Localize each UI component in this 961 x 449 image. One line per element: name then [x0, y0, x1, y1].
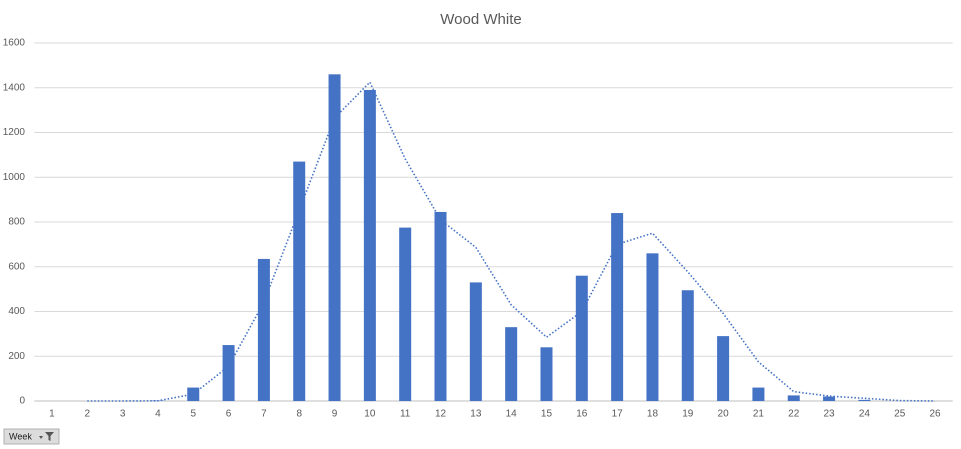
field-button-label[interactable]: Week: [9, 431, 32, 441]
x-tick-label: 14: [506, 409, 518, 420]
x-tick-label: 22: [788, 409, 800, 420]
x-tick-label: 9: [332, 409, 338, 420]
x-tick-label: 13: [470, 409, 482, 420]
x-tick-label: 3: [120, 409, 126, 420]
bar: [858, 399, 871, 401]
bar: [505, 327, 518, 401]
x-tick-label: 19: [682, 409, 694, 420]
bar: [823, 396, 836, 401]
y-tick-label: 200: [8, 351, 25, 362]
y-tick-label: 1000: [3, 172, 26, 183]
x-tick-label: 12: [435, 409, 447, 420]
x-tick-label: 21: [753, 409, 765, 420]
x-tick-label: 6: [226, 409, 232, 420]
y-tick-label: 1400: [3, 82, 26, 93]
bar: [222, 345, 235, 401]
x-tick-label: 16: [576, 409, 588, 420]
field-button[interactable]: Week: [3, 428, 60, 445]
bar: [540, 347, 553, 401]
y-tick-label: 1600: [3, 38, 26, 49]
x-tick-label: 26: [929, 409, 941, 420]
filter-icon[interactable]: [39, 432, 54, 441]
bar: [681, 290, 694, 401]
y-tick-label: 600: [8, 261, 25, 272]
x-tick-label: 1: [49, 409, 55, 420]
y-tick-label: 0: [19, 396, 25, 407]
x-tick-label: 2: [85, 409, 91, 420]
x-tick-label: 8: [296, 409, 302, 420]
x-tick-label: 15: [541, 409, 553, 420]
bar: [363, 89, 376, 402]
bar: [646, 253, 659, 401]
x-tick-label: 23: [824, 409, 836, 420]
bar: [187, 387, 200, 401]
x-tick-label: 24: [859, 409, 871, 420]
bar: [752, 387, 765, 401]
bar: [434, 211, 447, 401]
x-tick-label: 4: [155, 409, 161, 420]
x-tick-label: 7: [261, 409, 267, 420]
field-button-box[interactable]: [3, 428, 60, 445]
x-tick-label: 5: [190, 409, 196, 420]
x-tick-label: 17: [612, 409, 624, 420]
x-tick-label: 11: [400, 409, 411, 420]
x-tick-label: 18: [647, 409, 659, 420]
x-tick-label: 25: [894, 409, 906, 420]
bar: [575, 275, 588, 401]
bar: [328, 74, 341, 401]
bar: [293, 161, 306, 401]
bar: [611, 213, 624, 401]
y-tick-label: 400: [8, 306, 25, 317]
bar: [787, 395, 800, 401]
bar: [469, 282, 482, 401]
trendline: [87, 80, 936, 402]
x-tick-label: 20: [718, 409, 730, 420]
bar: [257, 258, 270, 401]
y-tick-label: 1200: [3, 127, 26, 138]
bar: [717, 336, 730, 401]
chart-title: Wood White: [440, 11, 521, 28]
bar: [399, 227, 412, 401]
x-tick-label: 10: [364, 409, 376, 420]
y-tick-label: 800: [8, 217, 25, 228]
